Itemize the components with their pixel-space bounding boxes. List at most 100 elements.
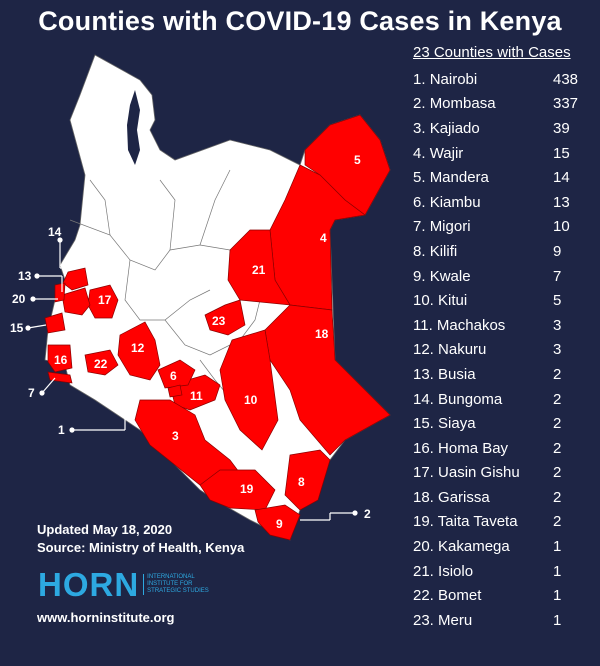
legend-case-count: 2 [553, 390, 562, 408]
map-label-17: 17 [98, 293, 112, 307]
legend-county-name: Kitui [438, 292, 468, 310]
legend-row: 13. Busia 2 [413, 362, 593, 387]
legend-case-count: 1 [553, 611, 562, 629]
legend-county: 1. Nairobi [413, 71, 477, 88]
updated-date: Updated May 18, 2020 [37, 522, 173, 537]
map-label-4: 4 [320, 231, 327, 245]
county-bomet [84, 349, 119, 376]
legend-county: 7. Migori [413, 218, 471, 235]
county-migori [47, 371, 73, 384]
legend-rank: 7. [413, 218, 426, 236]
legend-row: 5. Mandera 14 [413, 165, 593, 190]
legend-case-count: 2 [553, 513, 562, 531]
county-kakamega [61, 287, 91, 316]
legend-case-count: 9 [553, 242, 562, 260]
legend-case-count: 5 [553, 292, 562, 310]
legend-case-count: 39 [553, 119, 570, 137]
legend-county-name: Machakos [436, 316, 506, 334]
legend-row: 15. Siaya 2 [413, 411, 593, 436]
legend-case-count: 1 [553, 587, 562, 605]
map-label-3: 3 [172, 429, 179, 443]
legend-county-name: Nairobi [429, 70, 478, 88]
legend-row: 10. Kitui 5 [413, 288, 593, 313]
county-wajir [269, 164, 366, 311]
legend-county-name: Siaya [438, 415, 476, 433]
legend-county-name: Isiolo [438, 562, 474, 580]
legend-county: 13. Busia [413, 366, 476, 383]
lake-turkana [127, 90, 140, 165]
legend-county: 3. Kajiado [413, 120, 480, 137]
legend-row: 3. Kajiado 39 [413, 116, 593, 141]
legend-county: 5. Mandera [413, 169, 489, 186]
horn-logo: HORN INTERNATIONAL INSTITUTE FOR STRATEG… [38, 568, 213, 601]
page-title: Counties with COVID-19 Cases in Kenya [38, 6, 562, 36]
legend-county-name: Homa Bay [438, 439, 509, 457]
map-label-14: 14 [48, 225, 62, 239]
map-label-9: 9 [276, 517, 283, 531]
county-kwale [254, 504, 301, 541]
legend-county-name: Wajir [429, 144, 464, 162]
legend-case-count: 3 [553, 316, 562, 334]
legend-case-count: 2 [553, 464, 562, 482]
legend-row: 2. Mombasa 337 [413, 92, 593, 117]
legend-county: 6. Kiambu [413, 194, 481, 211]
county-mandera [304, 114, 391, 216]
legend-row: 11. Machakos 3 [413, 313, 593, 338]
legend-rank: 16. [413, 439, 434, 457]
legend-rank: 12. [413, 341, 434, 359]
county-isiolo [227, 229, 291, 306]
legend-case-count: 1 [553, 538, 562, 556]
website-link[interactable]: www.horninstitute.org [37, 610, 175, 625]
legend-rank: 17. [413, 464, 434, 482]
map-label-6: 6 [170, 369, 177, 383]
legend-rank: 1. [413, 70, 426, 88]
legend-case-count: 438 [553, 70, 579, 88]
legend-county: 2. Mombasa [413, 95, 496, 112]
map-label-19: 19 [240, 482, 254, 496]
legend-county: 10. Kitui [413, 292, 467, 309]
legend-row: 19. Taita Taveta 2 [413, 510, 593, 535]
legend-case-count: 2 [553, 488, 562, 506]
county-borders [69, 169, 311, 411]
legend-case-count: 2 [553, 415, 562, 433]
legend-county: 12. Nakuru [413, 341, 486, 358]
legend-rank: 9. [413, 267, 426, 285]
legend-case-count: 7 [553, 267, 562, 285]
legend-rank: 8. [413, 242, 426, 260]
legend-county-name: Kiambu [429, 193, 481, 211]
legend-county-name: Kajiado [429, 119, 480, 137]
legend-row: 23. Meru 1 [413, 608, 593, 633]
legend-case-count: 337 [553, 95, 579, 113]
map-label-10: 10 [244, 393, 258, 407]
legend-list: 1. Nairobi 438 2. Mombasa 337 3. Kajiado 39 4.… [413, 67, 593, 633]
legend-rank: 6. [413, 193, 426, 211]
legend-rank: 4. [413, 144, 426, 162]
legend-county-name: Bomet [438, 587, 482, 605]
map-label-16: 16 [54, 353, 68, 367]
legend-county-name: Meru [438, 611, 473, 629]
map-label-11: 11 [190, 389, 203, 403]
legend-rank: 11. [413, 316, 433, 334]
legend-case-count: 10 [553, 218, 570, 236]
legend-county: 4. Wajir [413, 145, 463, 162]
county-taita-taveta [199, 469, 276, 511]
logo-word: HORN [38, 566, 140, 603]
legend-rank: 20. [413, 538, 434, 556]
legend-header: 23 Counties with Cases [413, 44, 571, 61]
map-label-15: 15 [10, 321, 24, 335]
map-labels: 1 2 3 4 5 6 7 8 9 10 11 12 13 14 15 16 1… [10, 153, 371, 531]
legend-county: 17. Uasin Gishu [413, 464, 520, 481]
legend-county: 23. Meru [413, 612, 472, 629]
legend-county: 9. Kwale [413, 268, 471, 285]
county-legend: 23 Counties with Cases 1. Nairobi 438 2. M… [413, 44, 593, 633]
legend-county: 18. Garissa [413, 489, 490, 506]
legend-county: 19. Taita Taveta [413, 513, 518, 530]
legend-county: 21. Isiolo [413, 563, 473, 580]
legend-rank: 5. [413, 169, 426, 187]
legend-rank: 22. [413, 587, 434, 605]
map-label-1: 1 [58, 423, 65, 437]
legend-county-name: Kilifi [429, 242, 458, 260]
county-nairobi [167, 384, 183, 398]
map-label-23: 23 [212, 314, 226, 328]
